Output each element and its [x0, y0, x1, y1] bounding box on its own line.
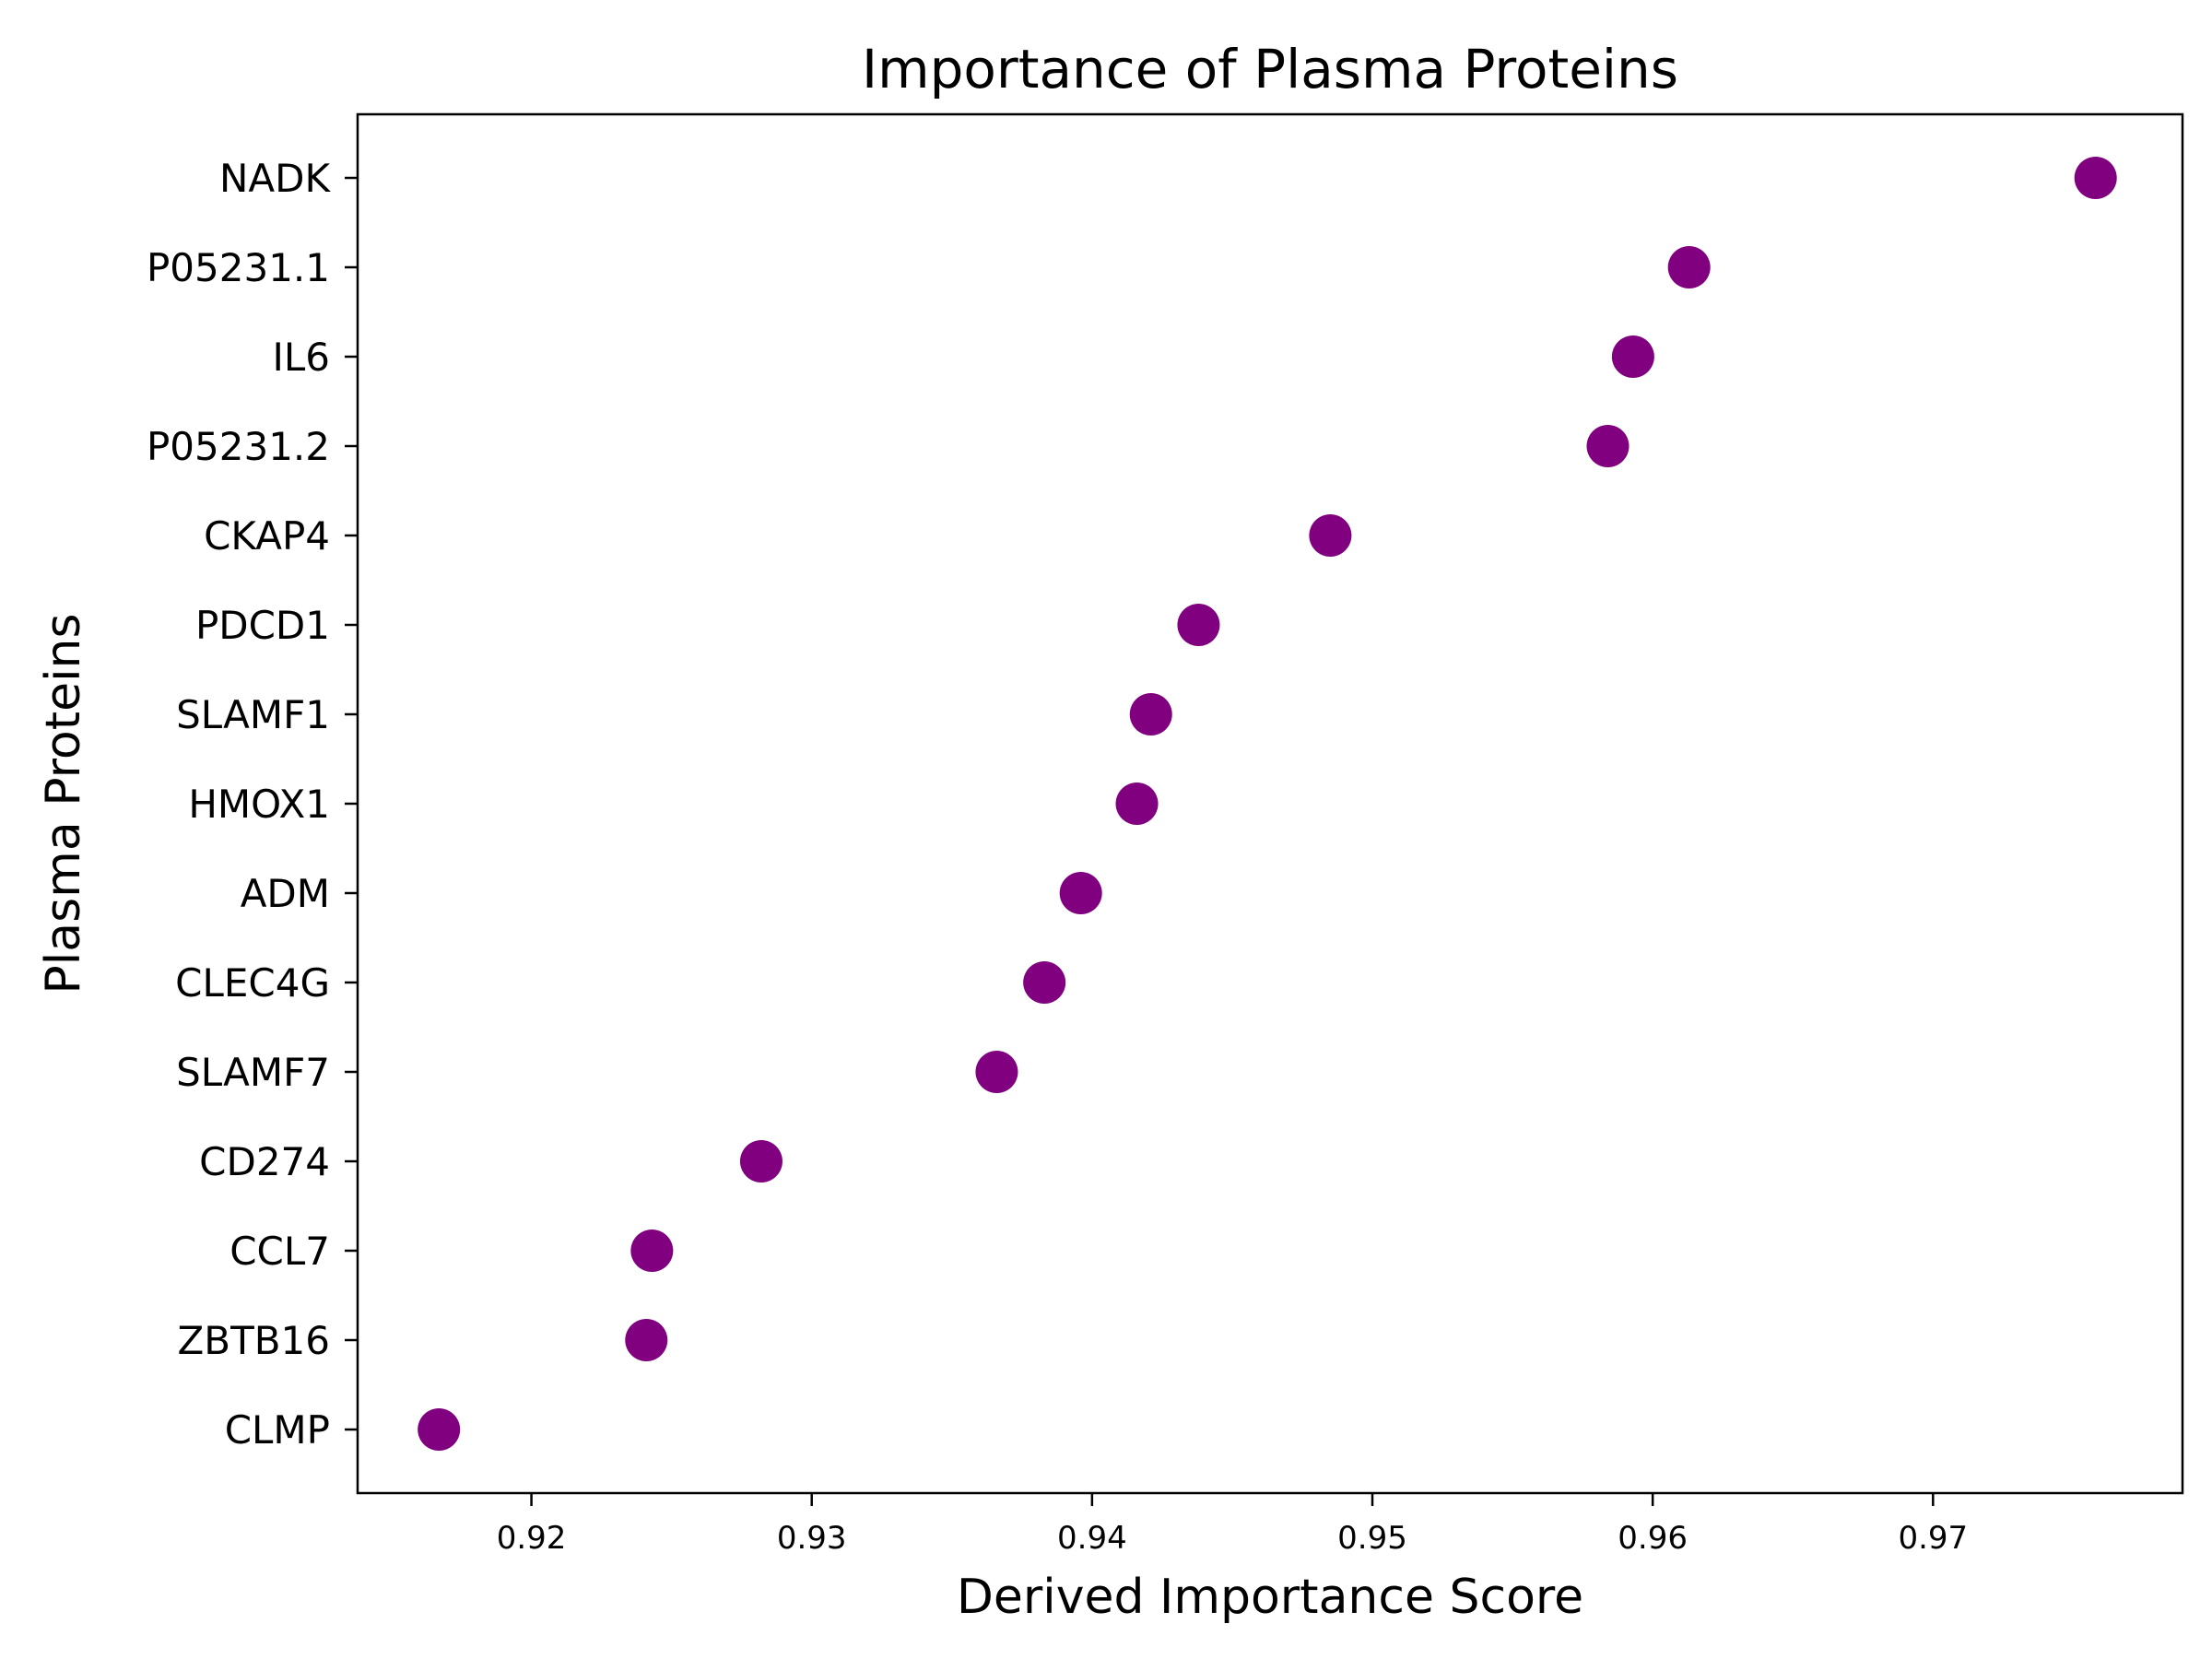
data-point — [418, 1408, 461, 1451]
y-tick-label: CKAP4 — [204, 513, 330, 559]
data-point — [1177, 604, 1220, 646]
x-tick-label: 0.92 — [497, 1520, 567, 1557]
y-tick-label: CLEC4G — [175, 960, 330, 1006]
y-tick-label: SLAMF1 — [176, 692, 330, 737]
y-tick-label: P05231.1 — [147, 245, 330, 290]
data-point — [1023, 961, 1066, 1004]
plot-frame — [356, 112, 2184, 1495]
data-markers — [418, 157, 2117, 1451]
x-axis-label: Derived Importance Score — [957, 1570, 1583, 1625]
y-tick-label: P05231.2 — [147, 424, 330, 469]
y-tick-label: HMOX1 — [188, 782, 330, 827]
y-tick-label: IL6 — [272, 335, 330, 380]
data-point — [2074, 157, 2117, 199]
chart-title: Importance of Plasma Proteins — [862, 38, 1678, 100]
data-point — [1667, 246, 1711, 288]
y-tick-label: ADM — [241, 871, 330, 916]
x-tick-label: 0.96 — [1618, 1520, 1688, 1557]
data-point — [1611, 335, 1654, 378]
data-point — [1129, 693, 1172, 735]
y-axis: NADK P05231.1 IL6 P05231.2 CKAP4 PDCD1 SLAMF1 H… — [147, 156, 358, 1453]
x-tick-label: 0.93 — [777, 1520, 847, 1557]
data-point — [630, 1230, 674, 1272]
data-point — [625, 1319, 668, 1361]
y-tick-label: SLAMF7 — [176, 1050, 330, 1095]
data-point — [1059, 872, 1102, 914]
x-tick-label: 0.94 — [1057, 1520, 1127, 1557]
y-tick-label: CCL7 — [229, 1229, 330, 1274]
y-tick-label: CLMP — [225, 1407, 330, 1453]
x-tick-label: 0.95 — [1337, 1520, 1407, 1557]
x-tick-label: 0.97 — [1898, 1520, 1968, 1557]
y-tick-label: NADK — [219, 156, 331, 201]
y-tick-label: CD274 — [199, 1139, 330, 1184]
x-axis: 0.92 0.93 0.94 0.95 0.96 0.97 — [497, 1493, 1968, 1557]
data-point — [1309, 514, 1352, 557]
y-tick-label: PDCD1 — [195, 603, 330, 648]
data-point — [1586, 425, 1630, 467]
y-axis-label: Plasma Proteins — [36, 613, 91, 994]
data-point — [1115, 782, 1159, 825]
data-point — [975, 1051, 1018, 1093]
data-point — [739, 1140, 782, 1182]
y-tick-label: ZBTB16 — [178, 1318, 331, 1363]
